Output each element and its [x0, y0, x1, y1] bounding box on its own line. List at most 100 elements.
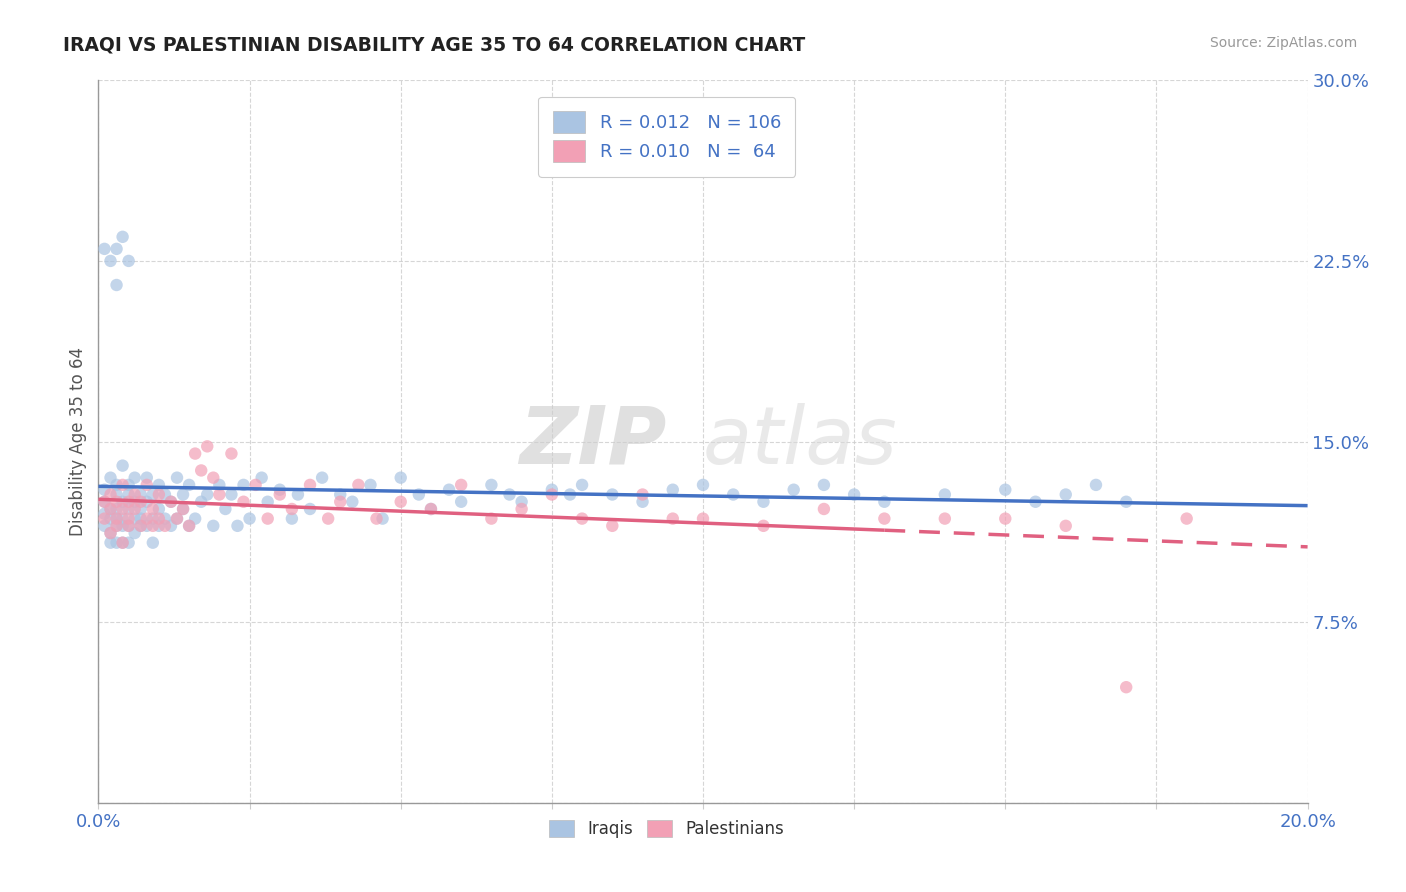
Point: [111, 518, 134, 533]
Point: [342, 494, 364, 508]
Point: [172, 502, 194, 516]
Legend: Iraqis, Palestinians: Iraqis, Palestinians: [543, 814, 790, 845]
Point: [129, 518, 152, 533]
Point: [135, 518, 157, 533]
Point: [129, 502, 152, 516]
Point: [661, 483, 683, 497]
Point: [105, 478, 128, 492]
Point: [232, 494, 254, 508]
Point: [129, 494, 152, 508]
Point: [281, 511, 304, 525]
Point: [105, 511, 128, 525]
Point: [299, 478, 322, 492]
Point: [124, 502, 146, 516]
Point: [100, 535, 122, 549]
Point: [994, 511, 1017, 525]
Point: [153, 487, 176, 501]
Point: [692, 478, 714, 492]
Point: [752, 494, 775, 508]
Point: [540, 483, 562, 497]
Point: [148, 502, 170, 516]
Point: [661, 511, 683, 525]
Point: [111, 502, 134, 516]
Point: [118, 518, 141, 533]
Point: [269, 487, 291, 501]
Point: [250, 470, 273, 484]
Point: [135, 511, 157, 525]
Point: [93, 494, 115, 508]
Point: [190, 463, 212, 477]
Point: [93, 494, 115, 508]
Point: [813, 502, 835, 516]
Point: [135, 494, 157, 508]
Point: [1115, 680, 1137, 694]
Point: [111, 535, 134, 549]
Point: [118, 502, 141, 516]
Point: [311, 470, 333, 484]
Point: [202, 470, 225, 484]
Point: [111, 494, 134, 508]
Point: [153, 518, 176, 533]
Point: [571, 511, 593, 525]
Point: [105, 242, 128, 256]
Point: [100, 253, 122, 268]
Point: [93, 507, 115, 521]
Text: ZIP: ZIP: [519, 402, 666, 481]
Point: [142, 487, 165, 501]
Point: [118, 253, 141, 268]
Point: [195, 439, 218, 453]
Point: [347, 478, 370, 492]
Point: [111, 230, 134, 244]
Point: [813, 478, 835, 492]
Point: [111, 458, 134, 473]
Point: [166, 511, 188, 525]
Point: [366, 511, 388, 525]
Point: [124, 470, 146, 484]
Point: [1115, 494, 1137, 508]
Point: [184, 446, 207, 460]
Point: [100, 502, 122, 516]
Point: [124, 511, 146, 525]
Text: IRAQI VS PALESTINIAN DISABILITY AGE 35 TO 64 CORRELATION CHART: IRAQI VS PALESTINIAN DISABILITY AGE 35 T…: [63, 36, 806, 54]
Point: [179, 518, 201, 533]
Point: [420, 502, 443, 516]
Point: [118, 511, 141, 525]
Point: [498, 487, 520, 501]
Point: [1175, 511, 1198, 525]
Point: [329, 487, 352, 501]
Point: [135, 478, 157, 492]
Point: [420, 502, 443, 516]
Point: [510, 494, 533, 508]
Point: [124, 526, 146, 541]
Point: [160, 518, 183, 533]
Point: [184, 511, 207, 525]
Point: [1054, 487, 1077, 501]
Point: [571, 478, 593, 492]
Point: [329, 494, 352, 508]
Point: [602, 487, 624, 501]
Point: [105, 511, 128, 525]
Point: [142, 502, 165, 516]
Point: [118, 494, 141, 508]
Point: [129, 518, 152, 533]
Point: [118, 518, 141, 533]
Point: [221, 487, 243, 501]
Point: [93, 483, 115, 497]
Point: [752, 518, 775, 533]
Point: [287, 487, 309, 501]
Point: [256, 511, 278, 525]
Point: [118, 535, 141, 549]
Point: [105, 487, 128, 501]
Point: [100, 487, 122, 501]
Point: [208, 487, 231, 501]
Point: [160, 494, 183, 508]
Point: [105, 518, 128, 533]
Point: [316, 511, 339, 525]
Point: [118, 487, 141, 501]
Point: [118, 478, 141, 492]
Point: [1024, 494, 1046, 508]
Point: [245, 478, 267, 492]
Point: [160, 494, 183, 508]
Point: [558, 487, 581, 501]
Point: [692, 511, 714, 525]
